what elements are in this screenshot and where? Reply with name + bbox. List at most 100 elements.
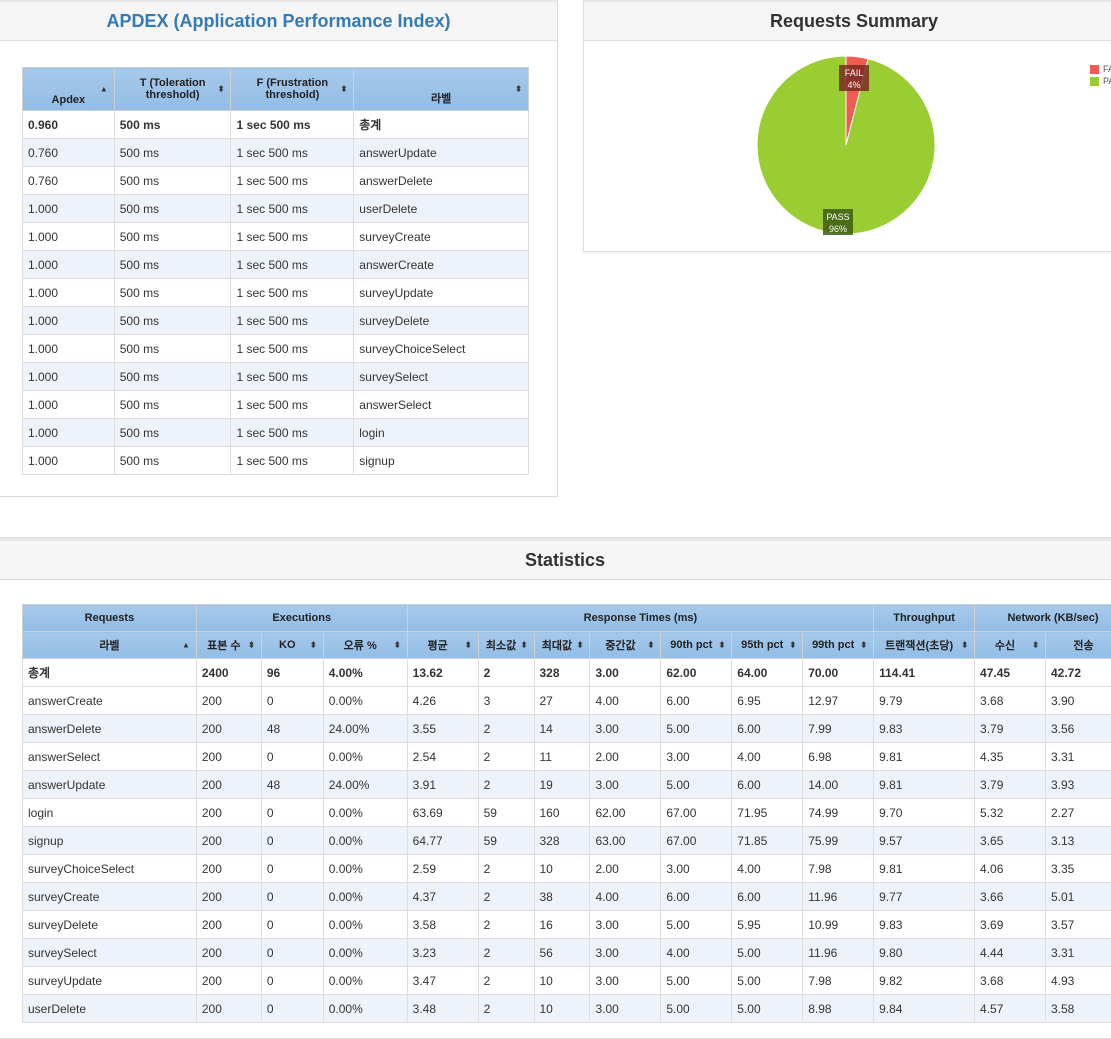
statistics-header-row: 라벨▲표본 수⬍KO⬍오류 %⬍평균⬍최소값⬍최대값⬍중간값⬍90th pct⬍… (23, 632, 1111, 659)
statistics-column-header[interactable]: 라벨▲ (23, 632, 197, 659)
statistics-cell: 3.58 (407, 911, 478, 939)
statistics-cell: 9.83 (874, 715, 975, 743)
apdex-cell: 500 ms (114, 251, 231, 279)
statistics-cell: 5.00 (732, 995, 803, 1023)
statistics-cell: 3.91 (407, 771, 478, 799)
apdex-column-header[interactable]: F (Frustration threshold)⬍ (231, 68, 354, 111)
statistics-cell: 3.00 (590, 771, 661, 799)
statistics-cell: 2.00 (590, 743, 661, 771)
apdex-column-header[interactable]: 라벨⬍ (354, 68, 529, 111)
column-header-label: 99th pct (812, 639, 854, 651)
statistics-column-header[interactable]: 최소값⬍ (478, 632, 534, 659)
sort-icon: ⬍ (394, 641, 401, 650)
legend-item[interactable]: FA (1090, 64, 1111, 74)
statistics-column-header[interactable]: 90th pct⬍ (661, 632, 732, 659)
apdex-cell: signup (354, 447, 529, 475)
statistics-column-header[interactable]: 최대값⬍ (534, 632, 590, 659)
statistics-column-header[interactable]: 표본 수⬍ (196, 632, 261, 659)
sort-icon: ⬍ (515, 85, 522, 94)
statistics-cell: 4.93 (1045, 967, 1111, 995)
statistics-cell: 3.65 (975, 827, 1046, 855)
statistics-cell: 5.00 (732, 939, 803, 967)
statistics-column-header[interactable]: KO⬍ (261, 632, 323, 659)
statistics-column-header[interactable]: 95th pct⬍ (732, 632, 803, 659)
statistics-column-header[interactable]: 트랜잭션(초당)⬍ (874, 632, 975, 659)
statistics-cell: 8.98 (803, 995, 874, 1023)
statistics-cell: 24.00% (323, 715, 407, 743)
statistics-cell: 2 (478, 659, 534, 687)
apdex-cell: 1 sec 500 ms (231, 167, 354, 195)
apdex-cell: 1.000 (23, 279, 115, 307)
apdex-cell: answerSelect (354, 391, 529, 419)
statistics-cell: 12.97 (803, 687, 874, 715)
statistics-cell: 7.98 (803, 855, 874, 883)
statistics-cell: 71.85 (732, 827, 803, 855)
statistics-cell: 2 (478, 715, 534, 743)
apdex-column-header[interactable]: T (Toleration threshold)⬍ (114, 68, 231, 111)
statistics-column-header[interactable]: 99th pct⬍ (803, 632, 874, 659)
statistics-cell: 4.44 (975, 939, 1046, 967)
apdex-cell: surveyChoiceSelect (354, 335, 529, 363)
statistics-cell: 114.41 (874, 659, 975, 687)
statistics-cell: 0.00% (323, 827, 407, 855)
apdex-cell: 1 sec 500 ms (231, 195, 354, 223)
statistics-cell: 64.00 (732, 659, 803, 687)
statistics-column-header[interactable]: 수신⬍ (975, 632, 1046, 659)
apdex-cell: 500 ms (114, 139, 231, 167)
statistics-cell: 2 (478, 855, 534, 883)
statistics-cell: 328 (534, 827, 590, 855)
statistics-cell: 2.27 (1045, 799, 1111, 827)
statistics-cell: 0.00% (323, 939, 407, 967)
statistics-cell: answerUpdate (23, 771, 197, 799)
statistics-cell: 200 (196, 883, 261, 911)
statistics-column-header[interactable]: 오류 %⬍ (323, 632, 407, 659)
statistics-cell: 3.79 (975, 715, 1046, 743)
statistics-cell: 0 (261, 967, 323, 995)
apdex-cell: 1.000 (23, 307, 115, 335)
statistics-cell: surveyChoiceSelect (23, 855, 197, 883)
sort-icon: ⬍ (310, 641, 317, 650)
sort-icon: ⬍ (790, 641, 797, 650)
statistics-cell: 0 (261, 911, 323, 939)
statistics-column-header[interactable]: 전송⬍ (1045, 632, 1111, 659)
apdex-cell: surveyUpdate (354, 279, 529, 307)
sort-ascending-icon: ▲ (182, 641, 190, 650)
apdex-cell: 500 ms (114, 335, 231, 363)
statistics-cell: 6.00 (732, 715, 803, 743)
statistics-cell: answerDelete (23, 715, 197, 743)
statistics-cell: 3.35 (1045, 855, 1111, 883)
statistics-cell: 0 (261, 743, 323, 771)
apdex-column-header[interactable]: Apdex▲ (23, 68, 115, 111)
statistics-cell: 3.66 (975, 883, 1046, 911)
statistics-cell: 9.82 (874, 967, 975, 995)
statistics-cell: 2 (478, 771, 534, 799)
statistics-cell: answerCreate (23, 687, 197, 715)
statistics-cell: 63.00 (590, 827, 661, 855)
statistics-column-header[interactable]: 평균⬍ (407, 632, 478, 659)
sort-icon: ⬍ (248, 641, 255, 650)
statistics-cell: 16 (534, 911, 590, 939)
apdex-cell: 0.760 (23, 167, 115, 195)
statistics-cell: 0 (261, 995, 323, 1023)
apdex-cell: 1.000 (23, 419, 115, 447)
statistics-column-header[interactable]: 중간값⬍ (590, 632, 661, 659)
apdex-cell: 0.960 (23, 111, 115, 139)
apdex-cell: 1.000 (23, 447, 115, 475)
legend-item[interactable]: PA (1090, 76, 1111, 86)
statistics-cell: 10.99 (803, 911, 874, 939)
statistics-cell: surveyDelete (23, 911, 197, 939)
statistics-group-header: Executions (196, 605, 407, 632)
statistics-cell: 9.81 (874, 771, 975, 799)
column-header-label: 평균 (427, 640, 447, 652)
pie-label-value: 4% (847, 80, 860, 90)
